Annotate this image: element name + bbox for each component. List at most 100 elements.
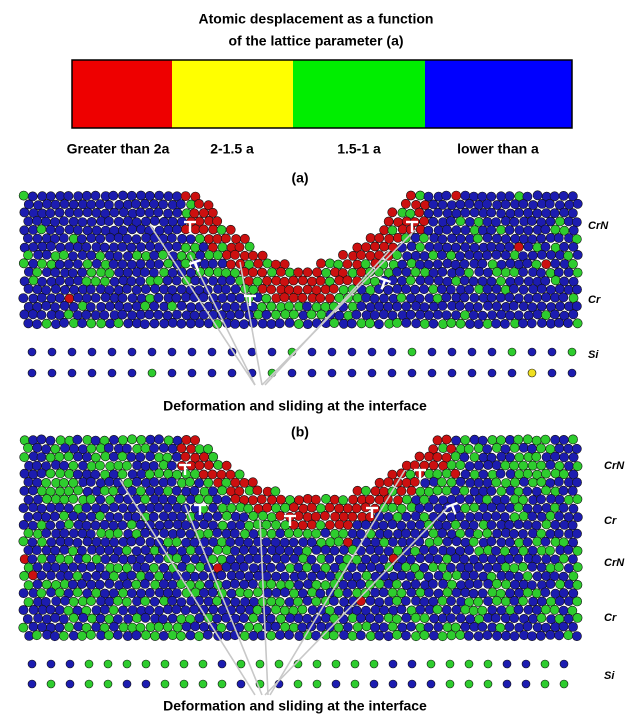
atom: [483, 200, 492, 209]
atom: [113, 529, 122, 538]
atom: [465, 462, 474, 471]
atom: [330, 318, 339, 327]
atom: [349, 495, 358, 504]
atom: [88, 348, 96, 356]
atom: [28, 555, 37, 564]
legend-label: Greater than 2a: [67, 141, 170, 157]
atom: [469, 571, 478, 580]
atom: [559, 606, 568, 615]
atom: [46, 503, 55, 512]
atom: [154, 260, 163, 269]
atom: [236, 521, 245, 530]
atom: [204, 495, 213, 504]
legend-swatch: [425, 60, 572, 128]
atom: [199, 660, 207, 668]
atom: [461, 622, 470, 631]
atom: [484, 660, 492, 668]
atom: [573, 513, 582, 522]
atom: [199, 588, 208, 597]
atom: [379, 555, 388, 564]
atom: [60, 529, 69, 538]
atom: [487, 242, 496, 251]
atom: [551, 259, 560, 268]
atom: [181, 606, 190, 615]
atom: [356, 597, 365, 606]
atom: [541, 469, 550, 478]
atom: [483, 597, 492, 606]
atom: [167, 477, 176, 486]
atom: [523, 435, 532, 444]
layer-label: Si: [604, 670, 615, 682]
atom: [466, 478, 475, 487]
atom: [483, 217, 492, 226]
atom: [393, 529, 402, 538]
atom: [573, 563, 582, 572]
atom: [546, 494, 555, 503]
atom: [195, 461, 204, 470]
atom: [38, 242, 47, 251]
atom: [239, 562, 248, 571]
atom: [461, 571, 470, 580]
atom: [559, 486, 568, 495]
atom: [514, 435, 523, 444]
atom: [322, 268, 331, 277]
atom: [362, 571, 371, 580]
atom: [542, 520, 551, 529]
atom: [438, 301, 447, 310]
atom: [501, 200, 510, 209]
atom: [128, 369, 136, 377]
atom: [474, 320, 483, 329]
atom: [199, 242, 208, 251]
atom: [20, 469, 29, 478]
atom: [181, 521, 190, 530]
atom: [74, 486, 83, 495]
atom: [556, 302, 565, 311]
atom: [41, 512, 50, 521]
atom: [503, 660, 511, 668]
atom: [408, 369, 416, 377]
atom: [65, 277, 74, 286]
atom: [573, 319, 582, 328]
atom: [488, 348, 496, 356]
atom: [397, 276, 406, 285]
atom: [109, 503, 118, 512]
atom: [92, 571, 101, 580]
atom: [83, 260, 92, 269]
atom: [508, 348, 516, 356]
atom: [196, 251, 205, 260]
atom: [546, 597, 555, 606]
atom: [420, 319, 429, 328]
atom: [69, 613, 78, 622]
atom: [101, 452, 110, 461]
atom: [573, 580, 582, 589]
atom: [132, 614, 141, 623]
atom: [415, 208, 424, 217]
atom: [402, 613, 411, 622]
atom: [168, 302, 177, 311]
atom: [335, 520, 344, 529]
atom: [368, 369, 376, 377]
atom: [164, 225, 173, 234]
atom: [402, 512, 411, 521]
atom: [276, 631, 285, 640]
atom: [177, 301, 186, 310]
atom: [77, 579, 86, 588]
atom: [366, 233, 375, 242]
atom: [69, 563, 78, 572]
atom: [65, 208, 74, 217]
atom: [550, 605, 559, 614]
atom: [515, 538, 524, 547]
atom: [362, 293, 371, 302]
atom: [96, 597, 105, 606]
atom: [555, 631, 564, 640]
atom: [285, 630, 294, 639]
atom: [501, 251, 510, 260]
atom: [37, 435, 46, 444]
atom: [427, 660, 435, 668]
atom: [267, 529, 276, 538]
atom: [388, 208, 397, 217]
atom: [87, 444, 96, 453]
atom: [151, 631, 160, 640]
atom: [64, 260, 73, 269]
atom: [406, 225, 415, 234]
